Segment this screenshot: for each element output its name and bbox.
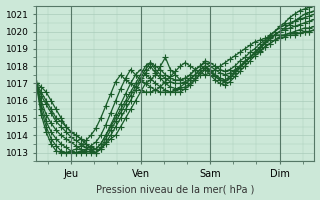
X-axis label: Pression niveau de la mer( hPa ): Pression niveau de la mer( hPa ) [96,184,254,194]
